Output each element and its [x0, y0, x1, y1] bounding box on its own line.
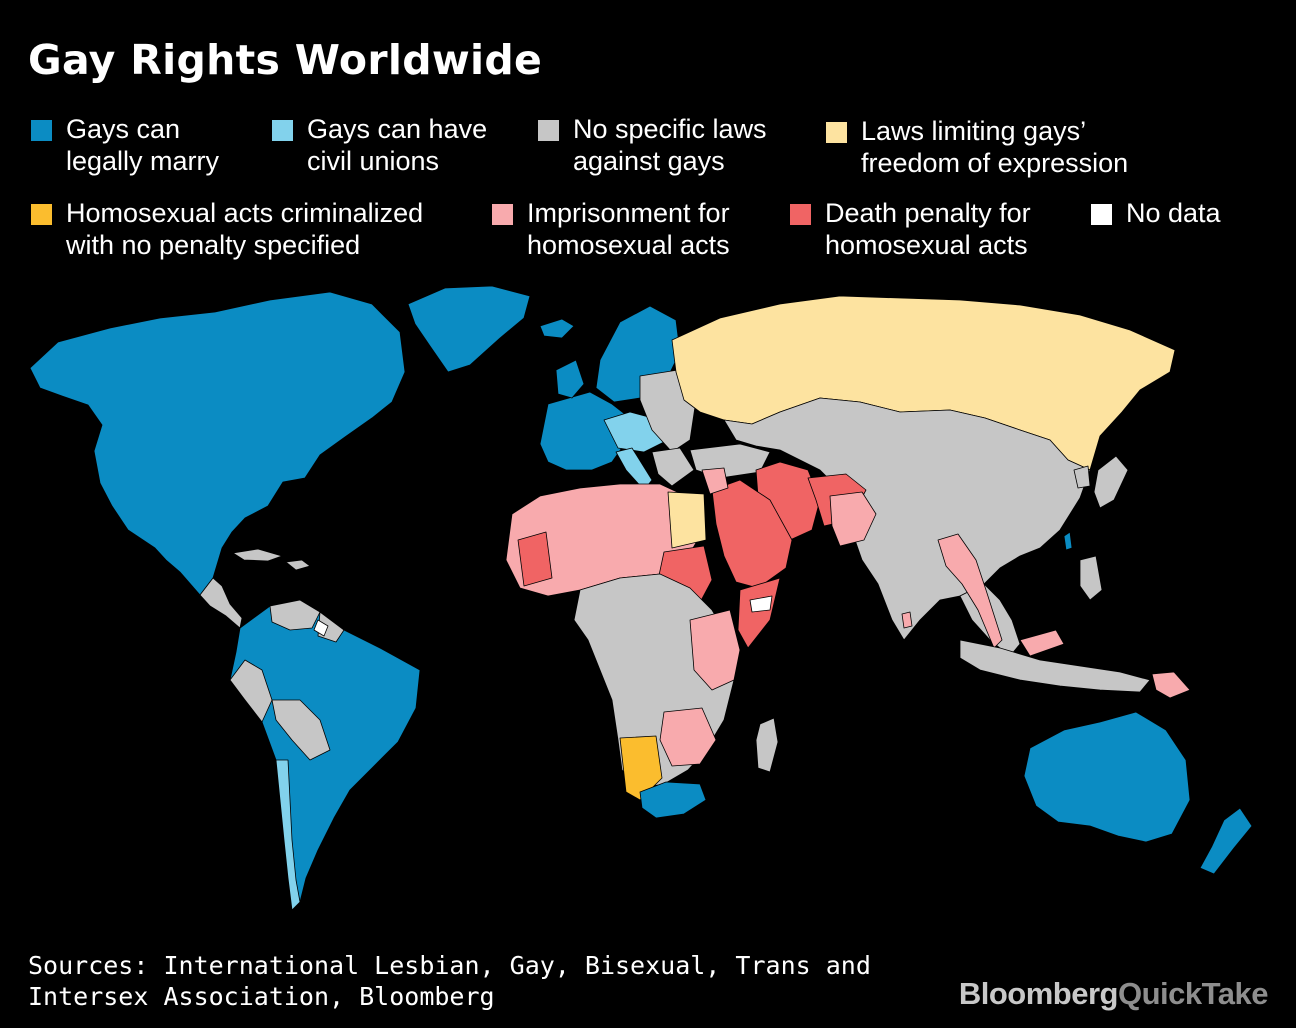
map-region-myanmar [937, 533, 1003, 649]
legend-item-civil-unions: Gays can have civil unions [272, 113, 487, 177]
legend-item-imprisonment: Imprisonment for homosexual acts [492, 197, 730, 261]
map-region-south-africa [639, 781, 707, 819]
legend-item-criminalized: Homosexual acts criminalized with no pen… [31, 197, 423, 261]
map-region-sri-lanka [901, 611, 913, 629]
legend-item-no-data: No data [1091, 197, 1221, 229]
map-region-madagascar [755, 717, 779, 773]
legend-label-imprisonment: Imprisonment for homosexual acts [527, 198, 730, 260]
legend-label-no-data: No data [1126, 198, 1221, 228]
map-region-central-asia [723, 397, 1091, 641]
map-region-hispaniola [285, 559, 311, 571]
map-region-arabian-peninsula [711, 479, 793, 589]
map-region-venezuela [269, 599, 321, 631]
sources-note: Sources: International Lesbian, Gay, Bis… [28, 951, 871, 1011]
map-region-papua [1151, 671, 1191, 699]
map-region-uk-ireland [555, 359, 585, 399]
map-region-taiwan [1063, 531, 1073, 551]
legend-item-expression: Laws limiting gays’ freedom of expressio… [826, 115, 1128, 179]
legend-swatch-marry [31, 120, 52, 141]
world-map [29, 285, 1253, 911]
legend-label-criminalized: Homosexual acts criminalized with no pen… [66, 198, 424, 260]
map-region-southern-africa-prison [659, 707, 717, 767]
legend-item-marry: Gays can legally marry [31, 113, 219, 177]
map-region-somaliland [749, 595, 773, 613]
map-region-egypt [667, 491, 707, 549]
map-region-east-africa [689, 609, 741, 691]
map-region-australia [1023, 711, 1191, 843]
chart-title: Gay Rights Worldwide [28, 36, 543, 84]
legend-label-marry: Gays can legally marry [66, 114, 220, 176]
legend-swatch-civil-unions [272, 120, 293, 141]
map-region-central-america [199, 577, 243, 629]
map-region-levant [701, 467, 729, 495]
legend-label-no-laws: No specific laws against gays [573, 114, 767, 176]
legend-swatch-imprisonment [492, 204, 513, 225]
map-region-somalia [737, 577, 781, 649]
map-region-new-zealand [1199, 807, 1253, 875]
map-region-south-america [229, 599, 421, 911]
map-region-japan [1093, 455, 1129, 509]
legend-swatch-criminalized [31, 204, 52, 225]
legend-swatch-expression [826, 122, 847, 143]
map-region-korea [1073, 465, 1091, 489]
legend-label-expression: Laws limiting gays’ freedom of expressio… [861, 116, 1129, 178]
map-region-malaysia [1019, 629, 1065, 657]
logo-primary-text: Bloomberg [958, 976, 1119, 1011]
legend-swatch-death-penalty [790, 204, 811, 225]
map-region-cuba [232, 548, 283, 562]
map-region-western-europe [539, 391, 631, 471]
legend-item-death-penalty: Death penalty for homosexual acts [790, 197, 1031, 261]
map-region-bolivia-paraguay [271, 699, 331, 761]
legend-label-civil-unions: Gays can have civil unions [307, 114, 488, 176]
map-region-balkans [651, 447, 695, 487]
map-region-north-america [29, 291, 406, 596]
map-region-chile [275, 759, 301, 911]
map-region-indonesia [959, 639, 1151, 693]
bloomberg-quicktake-logo: BloombergQuickTake [958, 976, 1269, 1012]
legend-label-death-penalty: Death penalty for homosexual acts [825, 198, 1031, 260]
map-region-iceland [539, 318, 575, 339]
map-region-pakistan [829, 491, 877, 547]
legend-swatch-no-data [1091, 204, 1112, 225]
logo-secondary-text: QuickTake [1117, 976, 1269, 1011]
map-region-philippines [1079, 555, 1103, 601]
map-region-greenland [407, 285, 531, 373]
map-region-suriname [313, 619, 329, 637]
legend-swatch-no-laws [538, 120, 559, 141]
legend-item-no-laws: No specific laws against gays [538, 113, 767, 177]
map-region-mauritania [517, 531, 553, 587]
